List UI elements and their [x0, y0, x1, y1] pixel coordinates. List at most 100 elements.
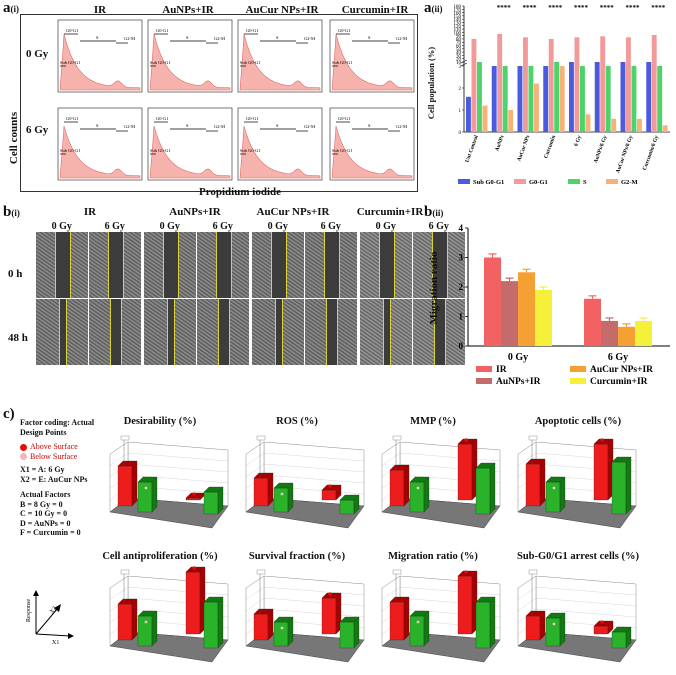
histogram-trace: [59, 125, 141, 179]
bar-g2-m: [508, 110, 514, 132]
wound-gap: [166, 299, 175, 365]
legend-label: G2-M: [621, 179, 638, 186]
grid-line: [263, 597, 365, 607]
grid-line: [517, 597, 537, 612]
below-surface-dot: [20, 453, 27, 461]
below-surface-point: [280, 492, 284, 496]
wound-gap: [431, 232, 448, 298]
below-surface-point: [552, 622, 556, 626]
above-surface-point: [192, 566, 196, 570]
legend-label: IR: [496, 365, 507, 375]
gate-g2m-text: G2-M: [124, 124, 135, 129]
gate-g2m-text: G2-M: [396, 36, 407, 41]
response-bar-side: [353, 616, 360, 649]
wound-micrograph: [89, 232, 141, 298]
grid-line: [263, 608, 365, 618]
significance-mark: ****: [548, 4, 563, 12]
response-surface-plot: [381, 435, 501, 529]
gate-g2m-text: G2-M: [396, 124, 407, 129]
response-bar-side: [287, 482, 294, 513]
bar-sub-g0-g1: [594, 62, 600, 132]
bar-sub-g0-g1: [620, 62, 626, 132]
above-surface-dot: [20, 443, 27, 451]
response-chart-title: Apoptotic cells (%): [534, 416, 622, 427]
y-tick-label: 170: [454, 8, 462, 13]
gate-s-text: S: [368, 35, 371, 40]
bar-g0-g1: [626, 37, 631, 133]
legend-swatch: [568, 179, 580, 184]
grid-line: [109, 452, 129, 466]
y-tick-label: 160: [454, 12, 462, 17]
response-bar-side: [287, 616, 294, 647]
response-bar-side: [151, 476, 158, 513]
y-tick-label: 50: [456, 48, 462, 53]
response-bar: [545, 481, 561, 513]
response-bar: [117, 465, 133, 507]
legend-label: Sub G0-G1: [473, 179, 504, 186]
grid-line: [399, 452, 501, 462]
response-bar: [457, 575, 473, 635]
gate-g2m-text: G2-M: [124, 36, 135, 41]
bar-s: [631, 66, 637, 132]
grid-line: [245, 452, 265, 466]
wound-micrograph: [252, 232, 304, 298]
axis-x1-text: X1: [52, 640, 59, 646]
axis-orientation-icon: Response X1 X2: [26, 590, 74, 646]
response-chart-title: Sub-G0/G1 arrest cells (%): [516, 551, 639, 562]
grid-line: [517, 452, 537, 466]
response-bar-side: [403, 464, 410, 507]
grid-line: [109, 586, 129, 600]
axis-break: [460, 62, 468, 67]
response-bar: [457, 443, 473, 501]
y-tick-label: 180: [454, 5, 462, 10]
significance-mark: ****: [523, 4, 538, 12]
response-surface-plot: [109, 435, 229, 529]
wound-micrograph: [305, 299, 357, 365]
gate-subg-text: Sub G0-G1: [150, 60, 171, 65]
bar-sub-g0-g1: [646, 62, 652, 132]
gate-g01-text: G0-G1: [246, 116, 259, 121]
response-surface-plot: [245, 569, 365, 663]
grid-line: [381, 452, 401, 466]
grid-line: [127, 452, 229, 462]
wound-micrograph: [197, 299, 249, 365]
flow-histograms: G0-G1 S G2-M Sub G0-G1 G0-G1 S G2-M Sub G0-G1 G0…: [57, 19, 415, 181]
wound-gap: [378, 232, 395, 298]
gate-s-text: S: [186, 123, 189, 128]
response-bar: [409, 481, 425, 513]
response-chart-title: Migration ratio (%): [388, 551, 478, 562]
response-bar-side: [423, 476, 430, 513]
response-bar-side: [559, 612, 566, 647]
response-bar: [611, 631, 627, 649]
gate-subg-text: Sub G0-G1: [60, 148, 81, 153]
histogram-box: [147, 19, 233, 93]
y-tick-label: 2: [459, 87, 462, 92]
grid-line: [245, 597, 265, 612]
design-point-label: [256, 569, 266, 575]
above-surface-point: [464, 570, 468, 574]
bar-g2-m: [559, 66, 565, 132]
bar-g0-g1: [523, 37, 528, 133]
panel-a2-label: a(ii): [424, 0, 443, 16]
gate-subg-text: Sub G0-G1: [332, 148, 353, 153]
category-label: 6 Gy: [608, 352, 628, 363]
migration-bar: [535, 289, 552, 346]
y-tick-label: 120: [454, 25, 462, 30]
response-bar: [273, 487, 289, 513]
migration-bar: [618, 326, 635, 346]
response-bar: [117, 603, 133, 641]
gate-g01-text: G0-G1: [66, 116, 79, 121]
gate-s-text: S: [96, 123, 99, 128]
histogram-trace: [331, 33, 413, 91]
response-bar: [137, 481, 153, 513]
legend-swatch: [570, 366, 586, 372]
migration-bar: [601, 320, 618, 346]
category-label: Curcumin/6 Gy: [642, 134, 660, 171]
bar-sub-g0-g1: [543, 66, 549, 132]
significance-mark: ****: [651, 4, 666, 12]
y-tick-label: 1: [459, 312, 464, 322]
response-bar-side: [625, 456, 632, 515]
grid-line: [535, 597, 637, 607]
panel-a1-label: a(i): [3, 0, 19, 16]
bar-s: [528, 66, 534, 132]
